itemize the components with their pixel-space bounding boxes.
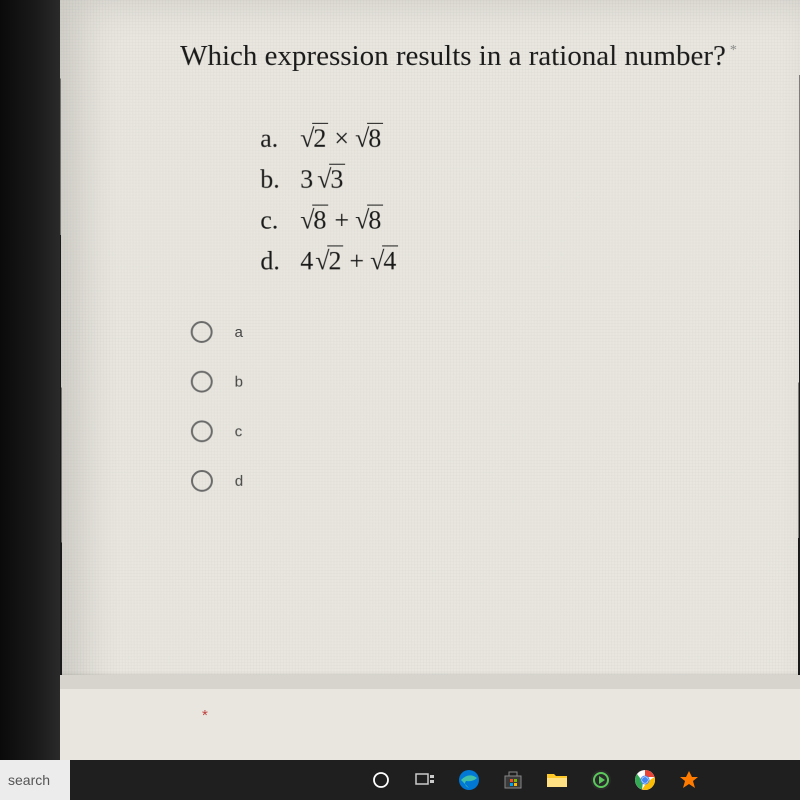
radio-label-d: d	[235, 472, 243, 489]
radio-label-b: b	[235, 373, 243, 390]
expression-a: a. √2 × √8	[260, 123, 759, 154]
expression-b: b. 3 √3	[260, 164, 759, 195]
taskbar-search[interactable]: search	[0, 760, 70, 800]
desk-edge	[0, 0, 60, 800]
groove-icon[interactable]	[590, 769, 612, 791]
required-asterisk: *	[730, 43, 737, 58]
windows-taskbar: search	[0, 760, 800, 800]
question-text: Which expression results in a rational n…	[180, 40, 760, 73]
math-d: 4 √2 + √4	[300, 245, 398, 276]
answer-radio-group: a b c d	[191, 321, 759, 492]
expression-d: d. 4 √2 + √4	[260, 245, 759, 276]
option-letter-b: b.	[260, 165, 300, 195]
radio-circle-icon[interactable]	[191, 371, 213, 393]
radio-option-b[interactable]: b	[191, 371, 759, 393]
chrome-icon[interactable]	[634, 769, 656, 791]
required-asterisk: *	[202, 707, 208, 724]
taskbar-pinned-apps	[370, 769, 700, 791]
expression-list: a. √2 × √8 b. 3 √3 c. √8 +	[260, 123, 759, 276]
radio-label-c: c	[235, 423, 243, 440]
task-view-icon[interactable]	[414, 769, 436, 791]
radio-option-d[interactable]: d	[191, 470, 759, 492]
search-label: search	[8, 772, 50, 788]
math-b: 3 √3	[300, 164, 345, 195]
radio-circle-icon[interactable]	[191, 470, 213, 492]
cortana-icon[interactable]	[370, 769, 392, 791]
edge-icon[interactable]	[458, 769, 480, 791]
question-card: Which expression results in a rational n…	[180, 40, 760, 520]
radio-circle-icon[interactable]	[191, 420, 213, 442]
radio-option-a[interactable]: a	[191, 321, 759, 343]
radio-label-a: a	[235, 324, 243, 341]
expression-c: c. √8 + √8	[260, 205, 759, 236]
option-letter-c: c.	[260, 206, 300, 236]
next-question-card: *	[60, 689, 800, 760]
math-a: √2 × √8	[300, 123, 383, 154]
quiz-screen: Which expression results in a rational n…	[60, 0, 800, 755]
card-divider	[60, 675, 800, 689]
option-letter-d: d.	[260, 246, 300, 276]
option-letter-a: a.	[260, 124, 300, 154]
radio-option-c[interactable]: c	[191, 420, 759, 442]
app-icon[interactable]	[678, 769, 700, 791]
store-icon[interactable]	[502, 769, 524, 791]
question-label: Which expression results in a rational n…	[180, 40, 726, 72]
file-explorer-icon[interactable]	[546, 769, 568, 791]
math-c: √8 + √8	[300, 205, 383, 236]
radio-circle-icon[interactable]	[191, 321, 213, 343]
